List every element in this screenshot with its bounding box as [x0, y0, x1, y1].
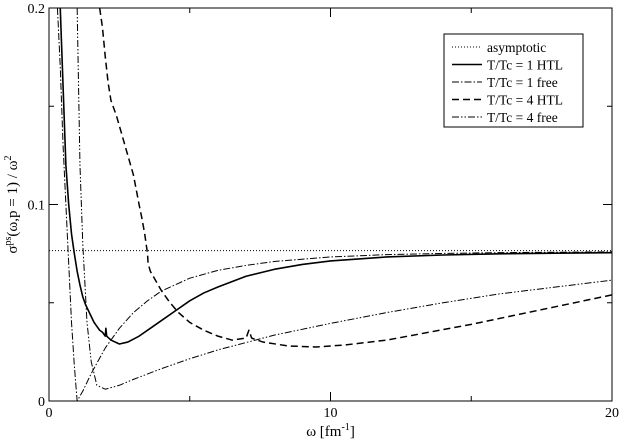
y-tick-label: 0.2: [28, 2, 46, 17]
x-axis-label-tail: ]: [350, 424, 355, 440]
y-axis-label-pre: σ: [5, 245, 21, 253]
series-layer: [49, 8, 612, 401]
y-tick-label: 0.1: [28, 199, 46, 214]
y-axis-label-sup: ps: [3, 236, 14, 245]
series-line-3: [98, 8, 612, 348]
y-axis-label: σps(ω,p = 1) / ω2: [3, 155, 21, 253]
legend-label-3: T/Tc = 4 HTL: [487, 93, 563, 108]
x-axis-label-sup: -1: [341, 422, 349, 433]
legend-box: [443, 33, 584, 128]
legend: asymptotic T/Tc = 1 HTL T/Tc = 1 free T/Tc …: [443, 33, 584, 128]
x-axis-label: ω [fm-1]: [306, 422, 355, 440]
legend-label-1: T/Tc = 1 HTL: [487, 58, 563, 73]
ticks-layer: 0 10 20 0 0.1 0.2: [28, 2, 620, 421]
legend-label-0: asymptotic: [487, 40, 546, 55]
x-tick-label: 0: [46, 406, 53, 421]
series-line-1: [59, 8, 612, 345]
y-tick-label: 0: [38, 395, 45, 410]
series-line-4: [76, 8, 612, 390]
y-axis-label-sup2: 2: [3, 155, 14, 160]
series-line-2: [56, 8, 612, 401]
x-tick-label: 20: [605, 406, 619, 421]
legend-label-4: T/Tc = 4 free: [487, 110, 558, 125]
x-tick-label: 10: [324, 406, 338, 421]
y-axis-label-mid: (ω,p = 1) / ω: [5, 160, 21, 236]
legend-label-2: T/Tc = 1 free: [487, 75, 558, 90]
x-axis-label-base: ω [fm: [306, 424, 342, 440]
